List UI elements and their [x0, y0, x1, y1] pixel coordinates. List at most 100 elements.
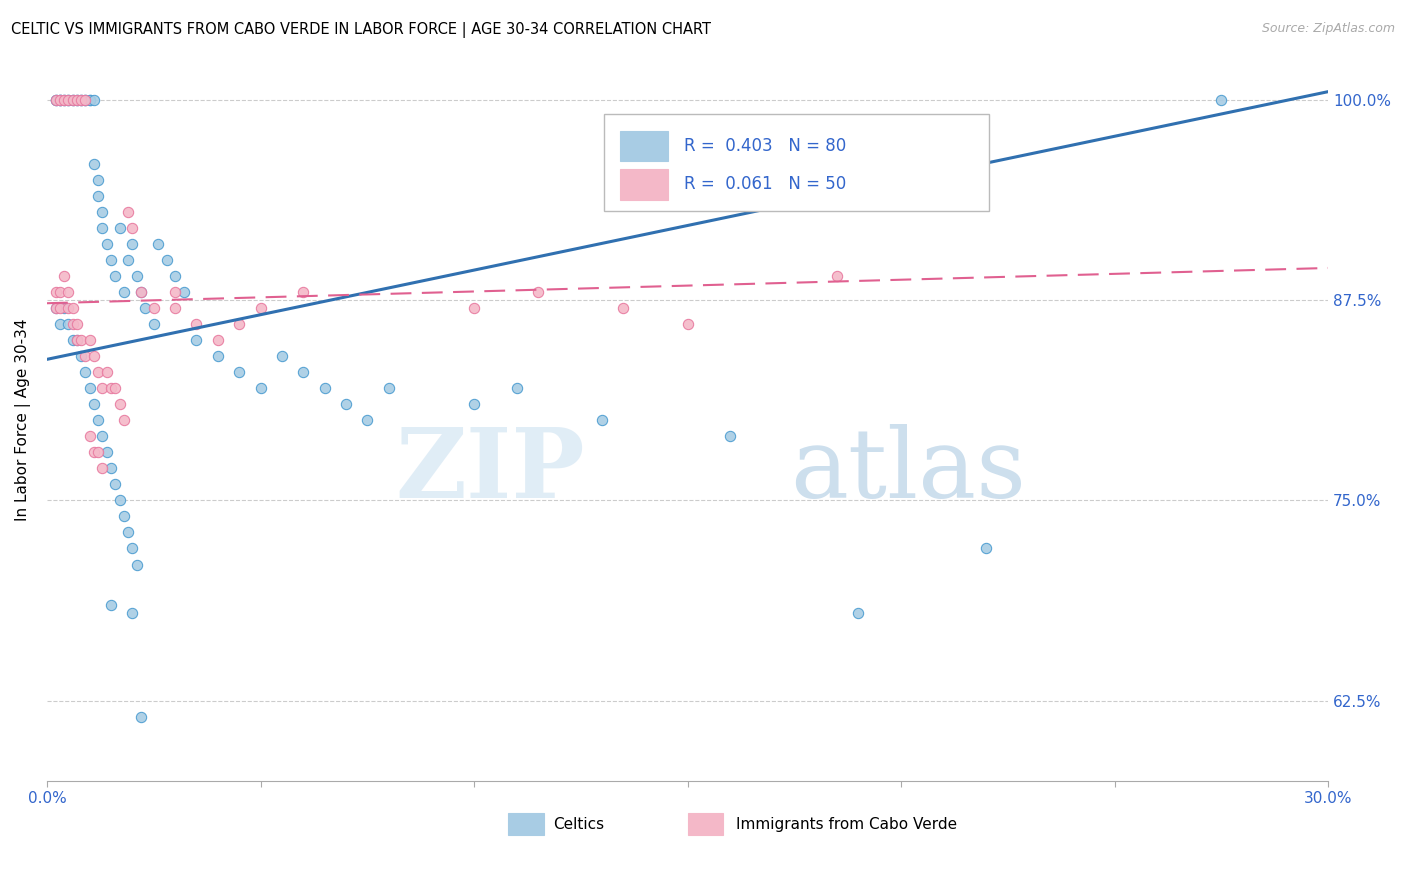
Point — [146, 236, 169, 251]
Text: R =  0.403   N = 80: R = 0.403 N = 80 — [683, 137, 846, 155]
Point — [91, 461, 114, 475]
Bar — [688, 814, 724, 835]
Point — [292, 365, 315, 379]
Point — [91, 220, 114, 235]
Text: CELTIC VS IMMIGRANTS FROM CABO VERDE IN LABOR FORCE | AGE 30-34 CORRELATION CHAR: CELTIC VS IMMIGRANTS FROM CABO VERDE IN … — [11, 22, 711, 38]
Point — [75, 93, 97, 107]
Point — [356, 413, 378, 427]
Point — [44, 93, 66, 107]
Point — [527, 285, 550, 299]
Point — [100, 461, 122, 475]
Point — [165, 301, 187, 315]
Point — [49, 93, 72, 107]
Point — [104, 381, 127, 395]
Point — [58, 301, 80, 315]
Point — [112, 509, 135, 524]
Point — [79, 381, 101, 395]
Point — [58, 93, 80, 107]
Point — [155, 252, 177, 267]
Point — [104, 268, 127, 283]
Point — [58, 317, 80, 331]
Point — [292, 285, 315, 299]
Point — [87, 413, 110, 427]
Point — [104, 477, 127, 491]
Point — [129, 285, 152, 299]
Point — [91, 381, 114, 395]
Point — [718, 429, 741, 443]
Point — [173, 285, 195, 299]
Point — [49, 93, 72, 107]
Point — [121, 541, 143, 556]
Point — [83, 349, 105, 363]
Bar — [620, 169, 668, 200]
Point — [228, 317, 250, 331]
Point — [62, 317, 84, 331]
Point — [100, 598, 122, 612]
Point — [228, 365, 250, 379]
Point — [79, 93, 101, 107]
Point — [58, 93, 80, 107]
Point — [112, 285, 135, 299]
Point — [49, 317, 72, 331]
Point — [70, 333, 93, 347]
Point — [62, 93, 84, 107]
Point — [165, 268, 187, 283]
Point — [53, 93, 76, 107]
Point — [44, 93, 66, 107]
Point — [49, 93, 72, 107]
Point — [1211, 93, 1233, 107]
Point — [79, 333, 101, 347]
Point — [58, 285, 80, 299]
Point — [83, 397, 105, 411]
Point — [314, 381, 336, 395]
Point — [44, 301, 66, 315]
Point — [121, 220, 143, 235]
Point — [117, 205, 139, 219]
FancyBboxPatch shape — [605, 113, 988, 211]
Point — [87, 445, 110, 459]
Point — [66, 93, 89, 107]
Point — [49, 93, 72, 107]
Point — [87, 173, 110, 187]
Text: atlas: atlas — [790, 424, 1026, 517]
Point — [53, 268, 76, 283]
Point — [165, 285, 187, 299]
Point — [70, 349, 93, 363]
Point — [66, 93, 89, 107]
Point — [117, 525, 139, 540]
Point — [62, 333, 84, 347]
Point — [121, 606, 143, 620]
Point — [62, 93, 84, 107]
Point — [125, 558, 148, 572]
Point — [70, 93, 93, 107]
Point — [121, 236, 143, 251]
Point — [66, 93, 89, 107]
Point — [506, 381, 529, 395]
Point — [53, 301, 76, 315]
Point — [117, 252, 139, 267]
Bar — [508, 814, 544, 835]
Point — [463, 397, 485, 411]
Point — [100, 381, 122, 395]
Point — [75, 365, 97, 379]
Point — [96, 365, 118, 379]
Point — [676, 317, 699, 331]
Point — [207, 333, 229, 347]
Point — [134, 301, 156, 315]
Point — [108, 493, 131, 508]
Point — [591, 413, 613, 427]
Point — [186, 317, 208, 331]
Point — [44, 93, 66, 107]
Point — [66, 333, 89, 347]
Point — [848, 606, 870, 620]
Point — [79, 93, 101, 107]
Point — [91, 429, 114, 443]
Point — [75, 349, 97, 363]
Point — [75, 93, 97, 107]
Point — [83, 93, 105, 107]
Point — [49, 285, 72, 299]
Text: ZIP: ZIP — [395, 424, 585, 517]
Point — [87, 365, 110, 379]
Point — [44, 301, 66, 315]
Point — [62, 93, 84, 107]
